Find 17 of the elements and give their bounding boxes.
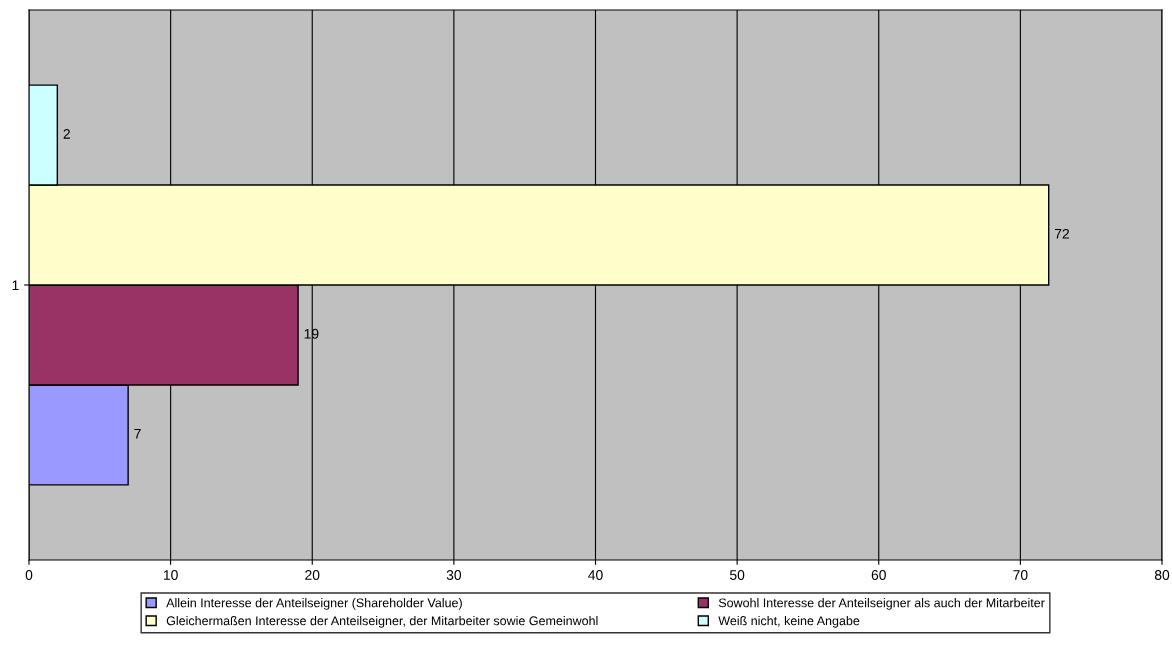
data-label: 7: [134, 428, 141, 439]
y-tick-label: 1: [12, 280, 19, 291]
legend-label: Allein Interesse der Anteilseigner (Shareholder Value): [166, 598, 462, 610]
x-tick-label: 20: [305, 570, 320, 580]
x-tick-label: 50: [729, 570, 745, 580]
legend-label: Sowohl Interesse der Anteilseigner als auch der Mitarbeiter: [718, 598, 1045, 610]
data-label: 72: [1054, 228, 1070, 239]
legend-label: Weiß nicht, keine Angabe: [718, 616, 860, 628]
x-tick-label: 30: [446, 570, 462, 580]
data-label: 2: [63, 128, 70, 139]
x-tick-label: 80: [1154, 570, 1170, 580]
x-tick-label: 40: [588, 570, 603, 580]
x-tick-label: 10: [163, 570, 178, 580]
x-tick-label: 60: [871, 570, 886, 580]
x-tick-label: 0: [25, 570, 33, 580]
x-tick-label: 70: [1013, 570, 1028, 580]
legend-label: Gleichermaßen Interesse der Anteilseigner, der Mitarbeiter sowie Gemeinwohl: [166, 616, 598, 628]
